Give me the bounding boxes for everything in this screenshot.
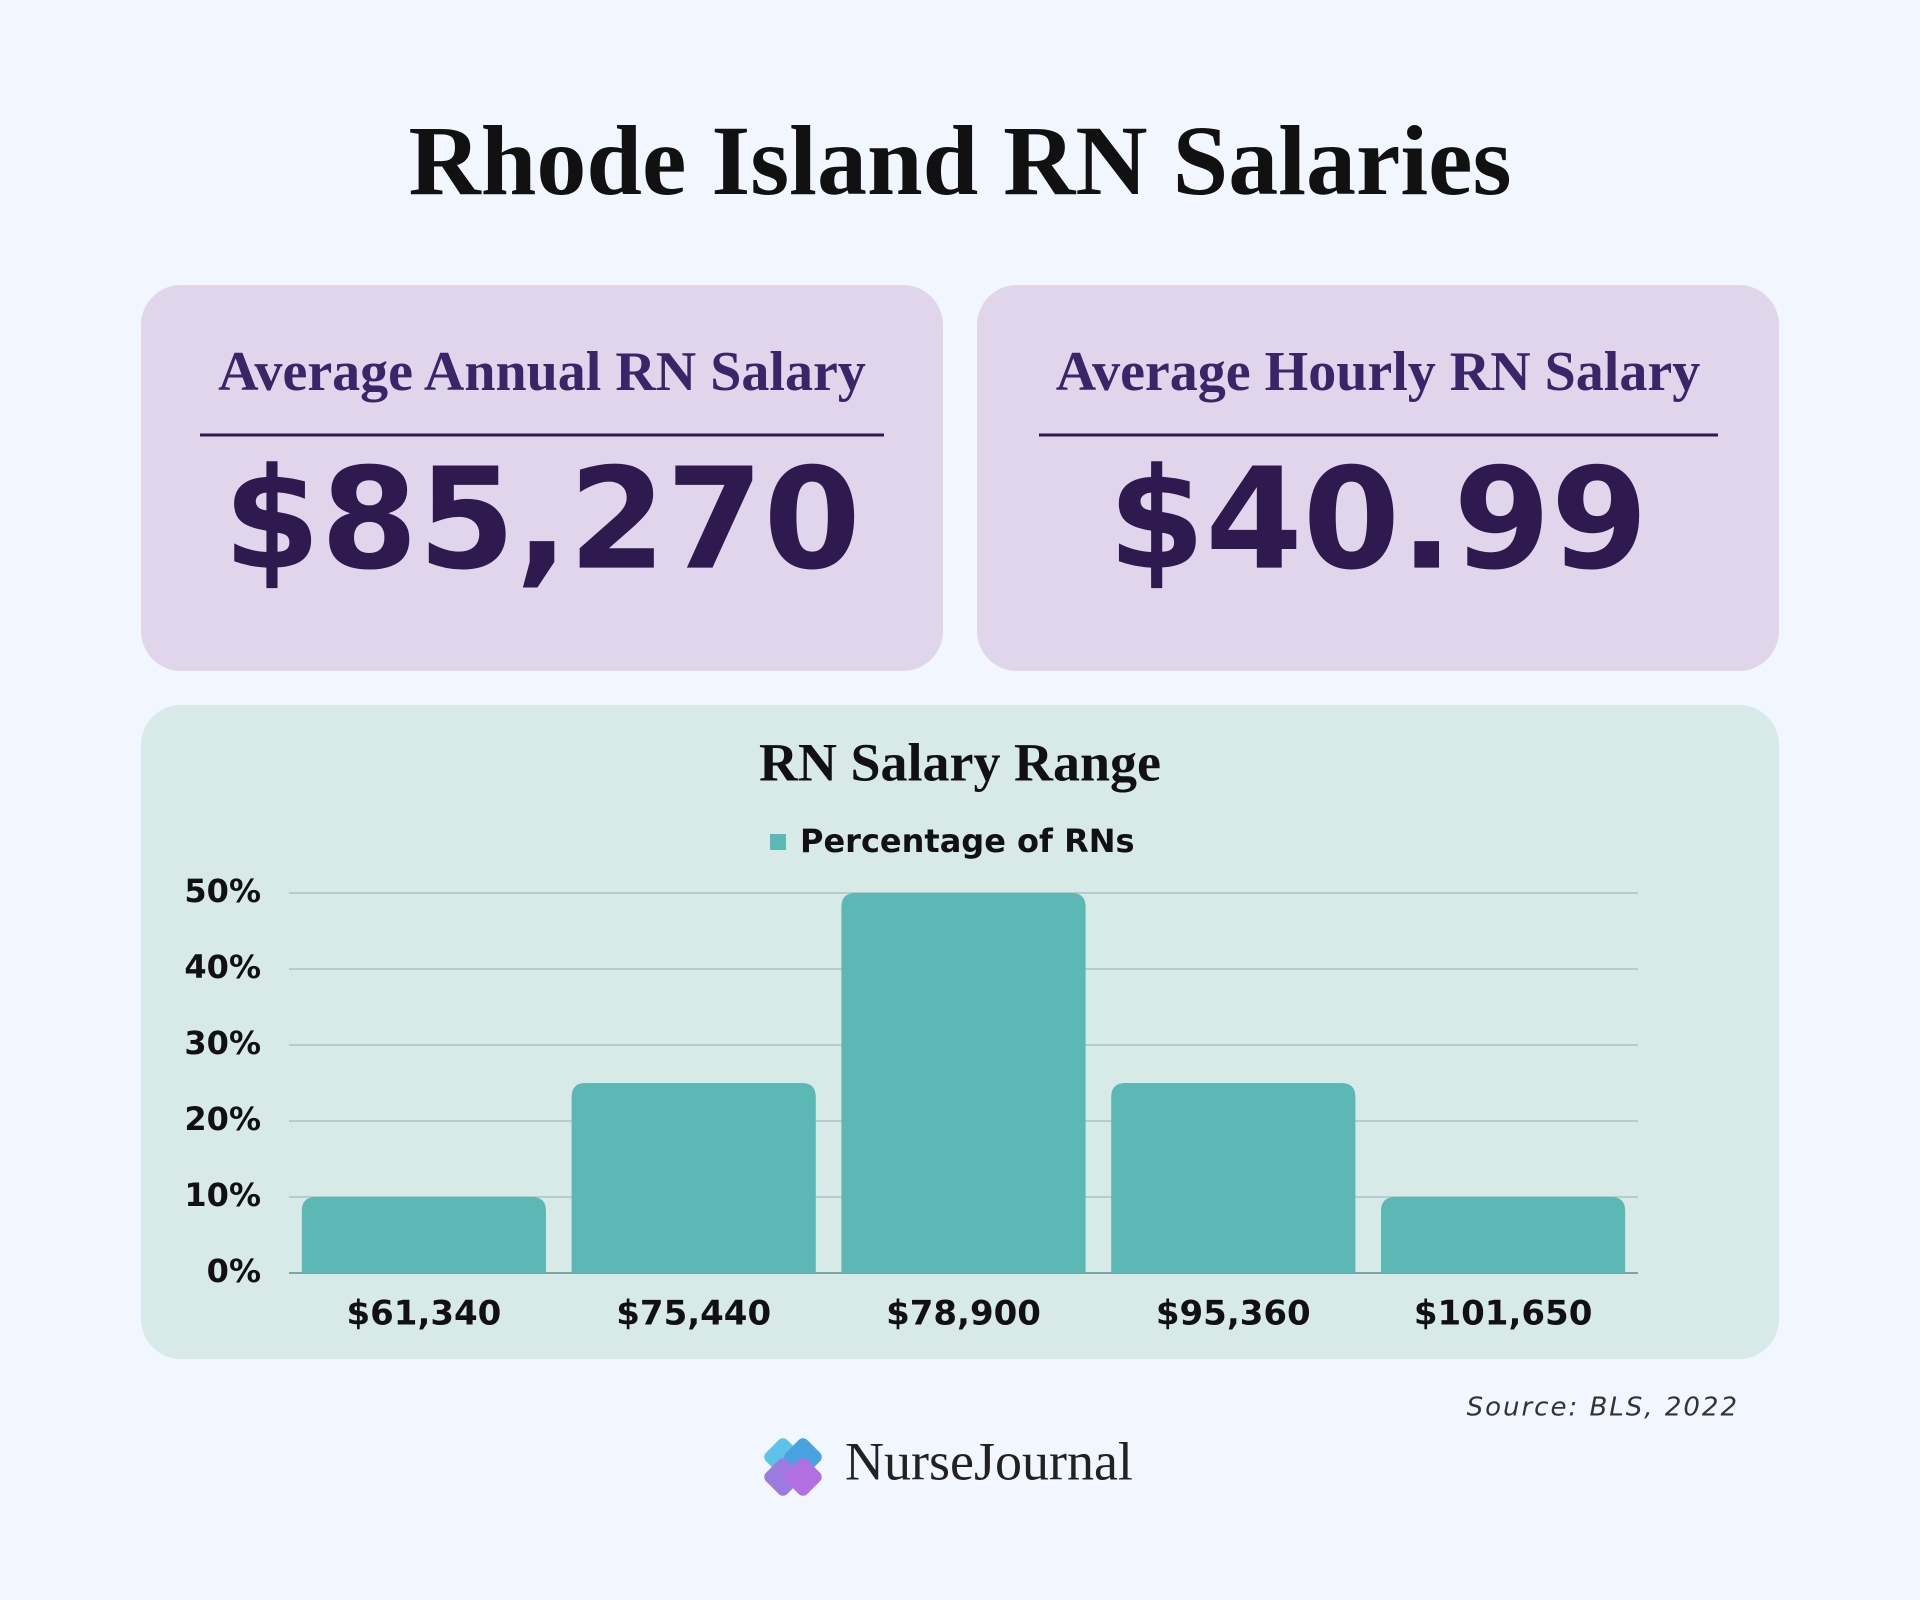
card-value: $40.99 <box>1108 439 1648 602</box>
x-tick-label: $95,360 <box>1156 1294 1311 1334</box>
logo-icon <box>764 1438 822 1496</box>
chart-title: RN Salary Range <box>759 732 1161 792</box>
legend-label: Percentage of RNs <box>800 822 1135 860</box>
source: Source: BLS, 2022 <box>1467 1393 1739 1423</box>
bar <box>841 893 1086 1273</box>
brand: NurseJournal <box>845 1431 1133 1491</box>
legend-swatch <box>770 834 786 850</box>
x-tick-label: $75,440 <box>616 1294 771 1334</box>
x-tick-label: $78,900 <box>886 1294 1041 1334</box>
card <box>977 285 1779 671</box>
y-tick-label: 40% <box>184 948 261 986</box>
bar <box>301 1197 546 1273</box>
plot: 0% 10% 20% 30% 40% 50% Percentage of RNs $61,34… <box>184 822 1638 1334</box>
page-title: Rhode Island RN Salaries <box>409 105 1512 216</box>
y-tick-label: 20% <box>184 1100 261 1138</box>
bar <box>1381 1197 1626 1273</box>
card-label: Average Hourly RN Salary <box>1056 341 1700 403</box>
y-tick-label: 30% <box>184 1024 261 1062</box>
bar <box>1111 1083 1356 1273</box>
y-tick-label: 0% <box>207 1252 261 1290</box>
card-label: Average Annual RN Salary <box>218 341 866 403</box>
logo-shape <box>784 1458 822 1496</box>
card <box>141 285 943 671</box>
y-tick-label: 10% <box>184 1176 261 1214</box>
x-tick-label: $61,340 <box>346 1294 501 1334</box>
card-value: $85,270 <box>223 439 861 602</box>
x-tick-label: $101,650 <box>1414 1294 1593 1334</box>
y-tick-label: 50% <box>184 872 261 910</box>
bar <box>571 1083 816 1273</box>
